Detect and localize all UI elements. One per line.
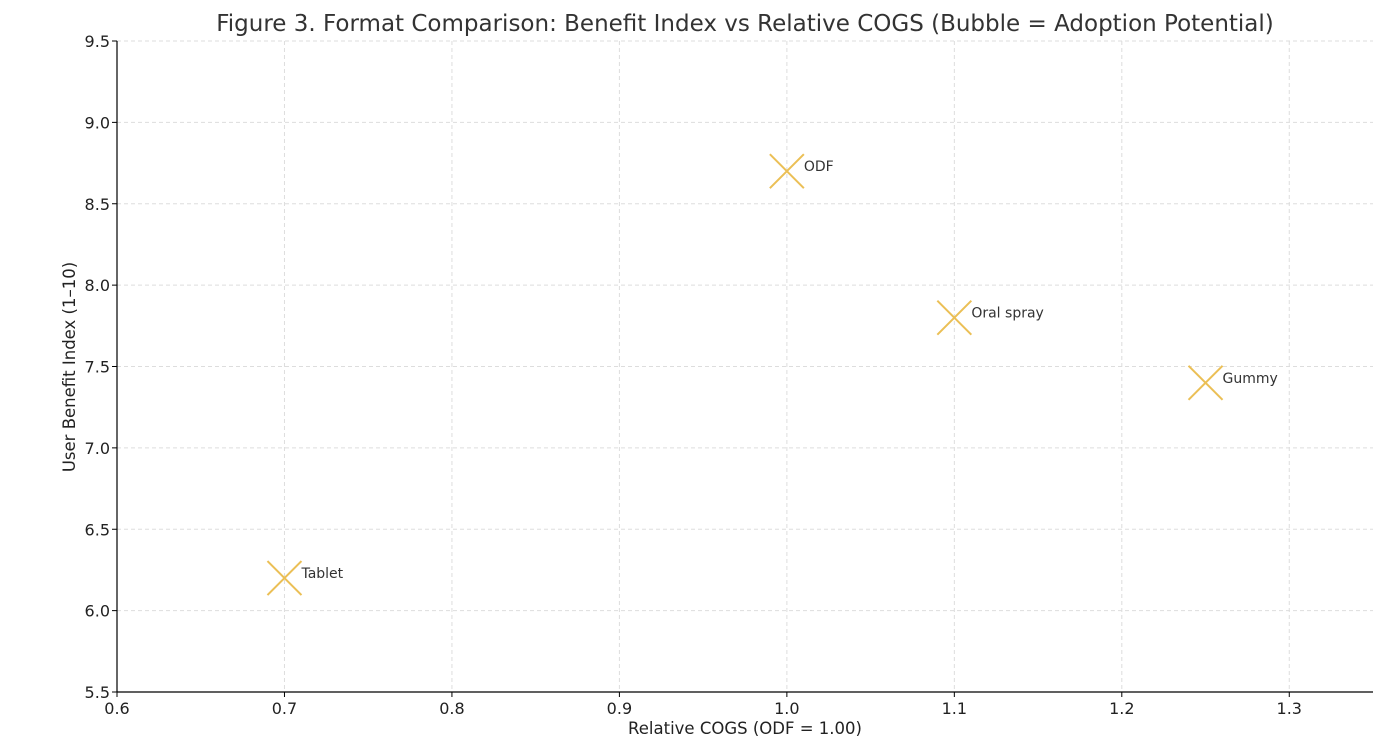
x-marker-stroke (936, 299, 973, 336)
x-marker-stroke (769, 153, 805, 189)
y-tick-label: 8.0 (85, 276, 110, 295)
y-tick-label: 6.5 (85, 520, 110, 539)
x-tick-label: 1.0 (774, 699, 799, 718)
data-points: ODF Oral spray Gummy Tablet (266, 153, 1278, 596)
chart-title: Figure 3. Format Comparison: Benefit Ind… (216, 11, 1274, 37)
point-label: ODF (804, 159, 834, 175)
y-tick-label: 8.5 (85, 195, 110, 214)
x-tick-label: 0.6 (104, 699, 129, 718)
y-tick-label: 6.0 (85, 602, 110, 621)
y-axis-ticks: 5.5 6.0 6.5 7.0 7.5 8.0 8.5 9.0 9.5 (85, 32, 117, 702)
x-tick-label: 1.2 (1109, 699, 1134, 718)
y-tick-label: 9.5 (85, 32, 110, 51)
y-axis-label: User Benefit Index (1–10) (60, 262, 79, 472)
y-tick-label: 7.0 (85, 439, 110, 458)
x-tick-label: 1.3 (1277, 699, 1302, 718)
point-label: Tablet (300, 566, 343, 582)
point-label: Oral spray (971, 306, 1043, 322)
data-point: ODF (769, 153, 834, 189)
x-tick-label: 1.1 (942, 699, 967, 718)
y-tick-label: 5.5 (85, 683, 110, 702)
data-point: Tablet (266, 560, 344, 596)
data-point: Gummy (1187, 365, 1278, 401)
x-tick-label: 0.7 (272, 699, 297, 718)
y-tick-label: 7.5 (85, 358, 110, 377)
x-axis-label: Relative COGS (ODF = 1.00) (628, 719, 862, 738)
x-marker-stroke (266, 560, 303, 596)
y-tick-label: 9.0 (85, 113, 110, 132)
x-axis-ticks: 0.6 0.7 0.8 0.9 1.0 1.1 1.2 1.3 (104, 692, 1302, 718)
x-tick-label: 0.8 (439, 699, 464, 718)
x-marker-stroke (1187, 365, 1224, 401)
grid (116, 40, 1373, 693)
data-point: Oral spray (936, 299, 1044, 336)
x-tick-label: 0.9 (607, 699, 632, 718)
point-label: Gummy (1223, 371, 1278, 387)
